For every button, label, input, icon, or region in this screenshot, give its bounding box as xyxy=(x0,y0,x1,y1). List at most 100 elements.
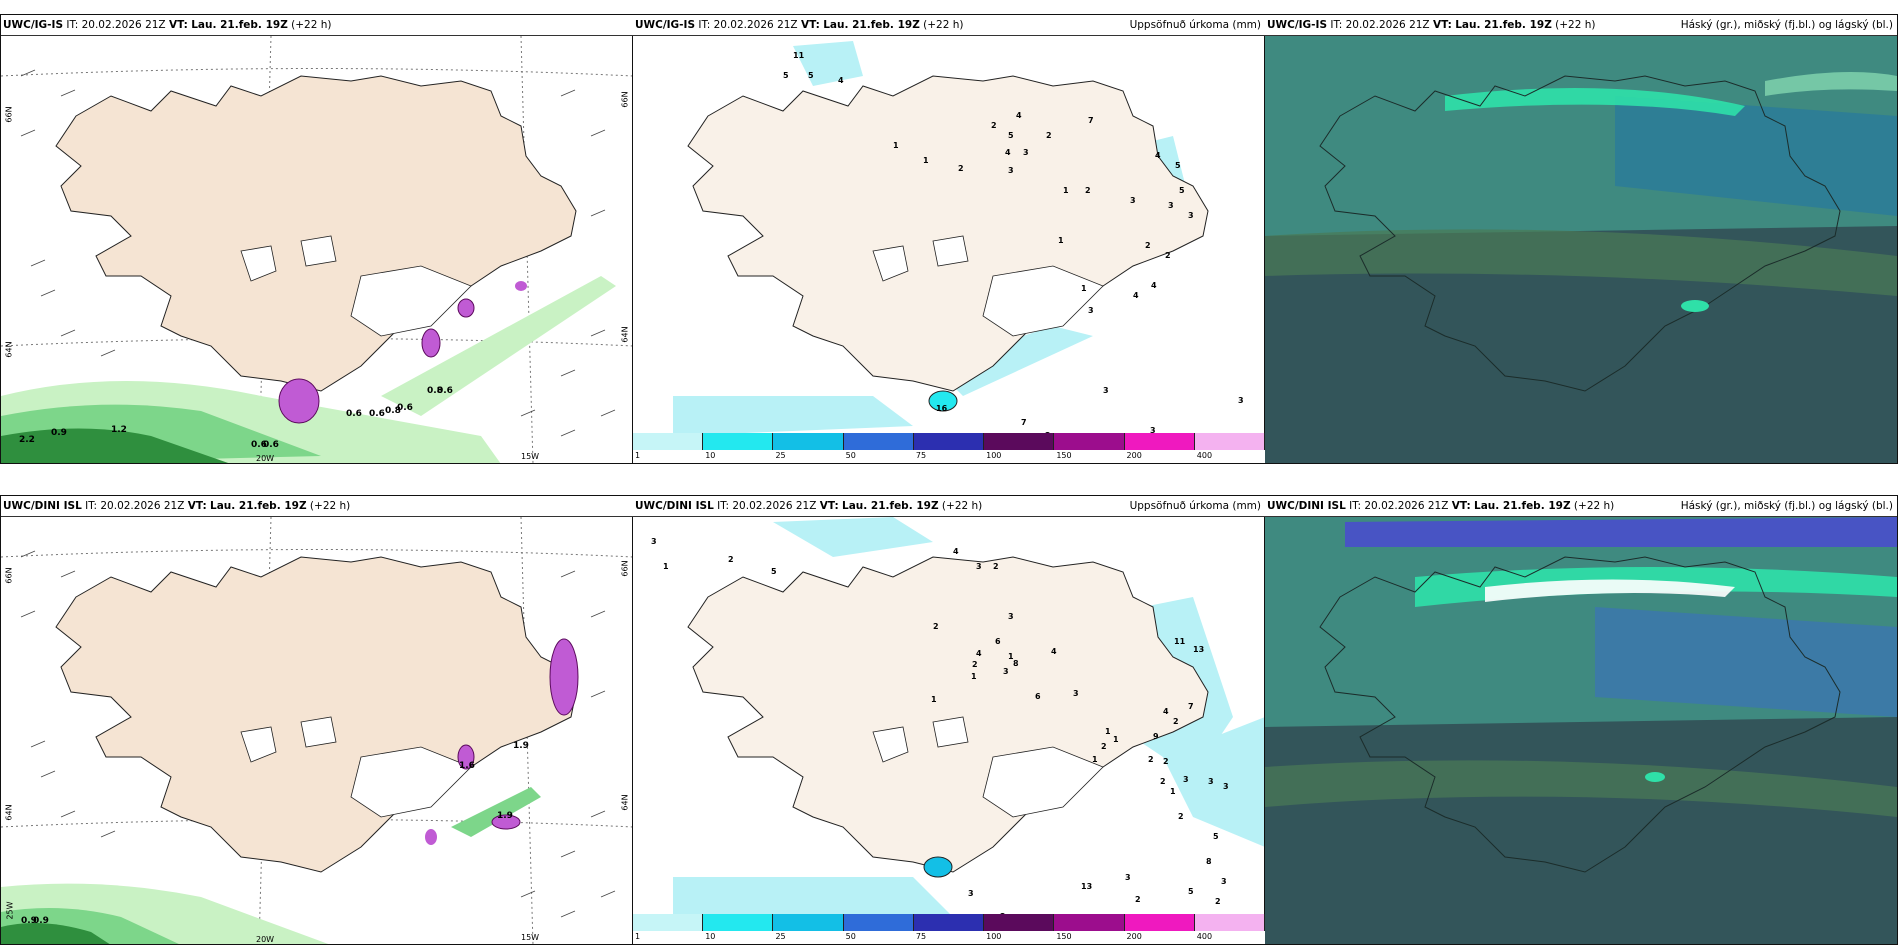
colorbar-tick: 150 xyxy=(1056,932,1072,941)
lat-label-mid: 64N xyxy=(4,341,14,358)
colorbar-tick: 100 xyxy=(986,932,1002,941)
vt-label: VT: xyxy=(1451,500,1471,512)
wind-value: 0.6 xyxy=(437,386,453,396)
vt-value: Lau. 21.feb. 19Z xyxy=(842,500,939,512)
colorbar-cell xyxy=(843,914,914,931)
panel-right-title: Uppsöfnuð úrkoma (mm) xyxy=(1129,500,1261,512)
wind-value: 2.2 xyxy=(19,435,35,445)
precip-numbers: 3 1 2 5 4 3 2 3 2 6 4 1 2 3 1 1 6 8 4 3 11 13 4 9 7 2 2 1 1 2 2 1 2 1 3 3 3 2… xyxy=(633,517,1265,944)
precip-value: 4 xyxy=(1151,281,1157,290)
colorbar-tick: 150 xyxy=(1056,451,1072,460)
colorbar-tick: 10 xyxy=(705,451,716,460)
precip-value: 1 xyxy=(1092,755,1098,764)
precip-value: 3 xyxy=(1208,777,1214,786)
panel-right-title: Háský (gr.), miðský (fj.bl.) og lágský (… xyxy=(1680,19,1893,31)
lead-time: (+22 h) xyxy=(309,500,351,512)
precip-value: 3 xyxy=(1125,873,1131,882)
wind-value: 0.6 xyxy=(346,409,362,419)
wind-value: 0.6 xyxy=(397,403,413,413)
precip-value: 2 xyxy=(1148,755,1154,764)
precip-value: 6 xyxy=(995,637,1001,646)
model-prefix: UWC/DINI ISL xyxy=(1267,500,1346,512)
precip-value: 1 xyxy=(663,562,669,571)
colorbar-tick: 25 xyxy=(775,451,786,460)
colorbar-tick: 400 xyxy=(1196,451,1213,460)
precip-value: 2 xyxy=(1101,742,1107,751)
it-label: IT: xyxy=(1349,500,1362,512)
colorbar-cell xyxy=(1194,914,1265,931)
precip-value: 3 xyxy=(1150,426,1156,435)
precip-value: 13 xyxy=(1193,645,1205,654)
it-label: IT: xyxy=(1330,19,1343,31)
colorbar-cell xyxy=(1054,914,1125,931)
lead-time: (+22 h) xyxy=(1555,19,1596,31)
precip-value: 1 xyxy=(1081,284,1087,293)
precip-value: 2 xyxy=(1145,241,1151,250)
vt-value: Lau. 21.feb. 19Z xyxy=(1455,19,1552,31)
precip-value: 5 xyxy=(771,567,777,576)
precip-value: 2 xyxy=(993,562,999,571)
panel-header: UWC/DINI ISL IT: 20.02.2026 21Z VT: Lau.… xyxy=(1265,496,1897,517)
precip-value: 6 xyxy=(1035,692,1041,701)
colorbar-tick: 400 xyxy=(1196,932,1213,941)
it-value: 20.02.2026 21Z xyxy=(1345,19,1430,31)
panel-header: UWC/IG-IS IT: 20.02.2026 21Z VT: Lau. 21… xyxy=(1265,15,1897,36)
precip-value: 3 xyxy=(968,889,974,898)
vt-value: Lau. 21.feb. 19Z xyxy=(1474,500,1571,512)
colorbar-cell xyxy=(1124,433,1195,450)
cloud-map xyxy=(1265,517,1897,944)
vt-label: VT: xyxy=(168,19,188,31)
lon-label-15w: 15W xyxy=(521,452,540,461)
it-value: 20.02.2026 21Z xyxy=(732,500,817,512)
precip-colorbar: 1 10 25 50 75 100 150 200 400 xyxy=(633,914,1265,944)
vt-label: VT: xyxy=(1432,19,1452,31)
precip-value: 5 xyxy=(1175,161,1181,170)
precip-value: 2 xyxy=(1046,131,1052,140)
vt-label: VT: xyxy=(187,500,207,512)
wind-value: 0.9 xyxy=(21,916,37,926)
it-label: IT: xyxy=(66,19,79,31)
precip-value: 4 xyxy=(976,649,982,658)
lon-label-15w: 15W xyxy=(521,933,540,942)
precip-value: 3 xyxy=(1103,386,1109,395)
lat-label-top: 66N xyxy=(4,567,14,584)
model-prefix: UWC/IG-IS xyxy=(635,19,696,31)
lon-label-20w: 20W xyxy=(256,454,275,463)
precip-value: 1 xyxy=(1170,787,1176,796)
wind-value: 1.9 xyxy=(497,811,513,821)
precip-value: 2 xyxy=(1085,186,1091,195)
panel-header: UWC/DINI ISL IT: 20.02.2026 21Z VT: Lau.… xyxy=(1,496,633,517)
colorbar-tick: 75 xyxy=(915,932,927,941)
colorbar-tick: 50 xyxy=(845,932,856,941)
colorbar-cell xyxy=(703,914,774,931)
wind-value: 1.6 xyxy=(459,761,475,771)
precip-map xyxy=(633,517,1265,917)
precip-value: 2 xyxy=(1160,777,1166,786)
precip-value: 1 xyxy=(1105,727,1111,736)
precip-value: 7 xyxy=(1088,116,1094,125)
precip-value: 3 xyxy=(1168,201,1174,210)
precip-value: 1 xyxy=(923,156,929,165)
precip-value: 2 xyxy=(1165,251,1171,260)
precip-value: 9 xyxy=(1153,732,1159,741)
precip-value: 1 xyxy=(1113,735,1119,744)
precip-value: 8 xyxy=(1206,857,1212,866)
precip-value: 11 xyxy=(793,51,805,60)
precip-value: 4 xyxy=(953,547,959,556)
precip-map xyxy=(633,36,1265,436)
vt-value: Lau. 21.feb. 19Z xyxy=(210,500,307,512)
precip-value: 5 xyxy=(1008,131,1014,140)
precip-value: 2 xyxy=(728,555,734,564)
wind-value: 0.6 xyxy=(263,440,279,450)
lead-time: (+22 h) xyxy=(1573,500,1615,512)
colorbar-cell xyxy=(913,433,985,450)
precip-value: 8 xyxy=(1013,659,1019,668)
precip-value: 1 xyxy=(971,672,977,681)
precip-value: 3 xyxy=(1008,612,1014,621)
wind-value: 1.2 xyxy=(111,425,127,435)
panel-header: UWC/IG-IS IT: 20.02.2026 21Z VT: Lau. 21… xyxy=(1,15,633,36)
model-prefix: UWC/DINI ISL xyxy=(635,500,714,512)
lat-label-right: 66N xyxy=(620,560,630,577)
precip-value: 3 xyxy=(1183,775,1189,784)
precip-value: 3 xyxy=(1223,782,1229,791)
